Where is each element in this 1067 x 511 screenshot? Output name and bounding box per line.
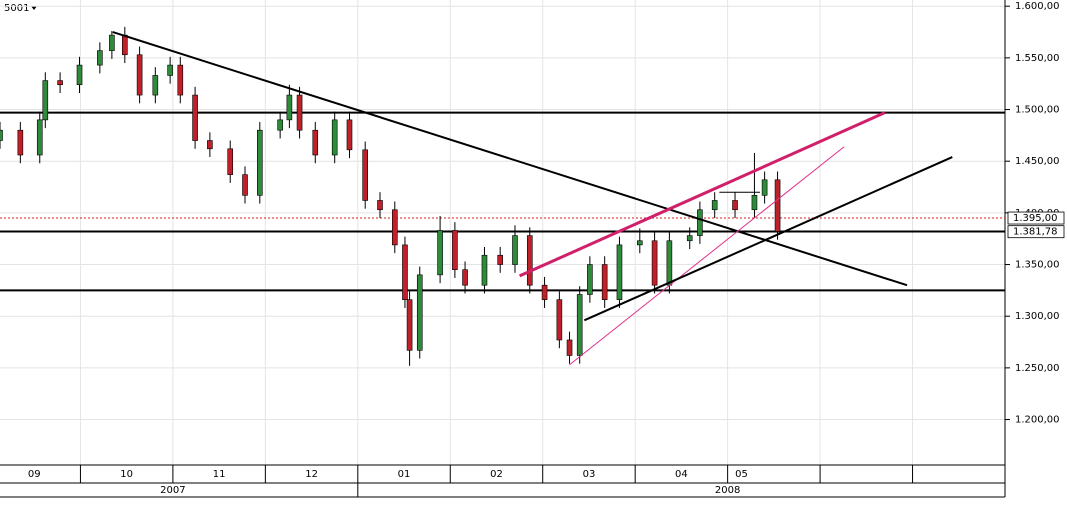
candle-body — [296, 94, 303, 131]
trendline — [112, 31, 908, 287]
candle-body — [526, 235, 533, 286]
candle-body — [711, 200, 718, 211]
candle-body — [761, 179, 768, 196]
candle-body — [242, 174, 248, 196]
candle-body — [152, 75, 159, 96]
candle-body — [346, 119, 353, 151]
x-tick-label: 12 — [305, 469, 318, 480]
year-label: 2007 — [160, 485, 185, 496]
candle-body — [636, 240, 643, 246]
price-label-box — [1007, 225, 1065, 239]
candle-body — [227, 148, 234, 175]
year-label: 2008 — [715, 485, 740, 496]
x-tick-label: 02 — [490, 469, 503, 480]
candle-body — [566, 339, 573, 356]
price-label: 1.381,78 — [1013, 227, 1058, 238]
candle-body — [402, 244, 408, 300]
candle-body — [732, 200, 738, 211]
candle-body — [362, 149, 369, 201]
candle-body — [686, 235, 693, 242]
candle-body — [36, 119, 43, 156]
x-tick-label: 04 — [675, 469, 688, 480]
candle-body — [601, 264, 608, 300]
price-label: 1.395,00 — [1013, 213, 1058, 224]
candle-body — [497, 254, 503, 265]
candle-body — [587, 264, 593, 295]
chart-title[interactable]: 5001 — [4, 3, 29, 14]
candle-body — [122, 34, 128, 56]
x-tick-label: 03 — [583, 469, 596, 480]
candle-body — [0, 129, 3, 141]
candle-body — [277, 119, 283, 131]
trendline — [569, 146, 845, 366]
candle-body — [109, 34, 115, 51]
y-tick-label: 1.350,00 — [1015, 260, 1060, 271]
candle-body — [416, 274, 423, 351]
candle-body — [136, 54, 143, 96]
candle-body — [97, 50, 103, 66]
y-tick-label: 1.450,00 — [1015, 156, 1060, 167]
candle-body — [17, 129, 24, 156]
x-tick-label: 09 — [28, 469, 41, 480]
candle-body — [452, 230, 458, 271]
candle-body — [556, 299, 563, 341]
candle-body — [286, 94, 293, 121]
dropdown-arrow[interactable] — [31, 6, 37, 10]
y-tick-label: 1.550,00 — [1015, 53, 1060, 64]
candle-body — [391, 209, 398, 246]
candle-body — [512, 235, 518, 265]
candle-body — [57, 80, 63, 86]
y-tick-label: 1.500,00 — [1015, 105, 1060, 116]
candle-body — [651, 240, 658, 286]
candle-body — [481, 254, 488, 286]
x-tick-label: 10 — [120, 469, 133, 480]
candle-body — [406, 299, 413, 351]
candle-body — [462, 269, 468, 286]
candle-body — [437, 230, 443, 276]
y-tick-label: 1.300,00 — [1015, 311, 1060, 322]
y-tick-label: 1.250,00 — [1015, 363, 1060, 374]
x-tick-label: 05 — [735, 469, 748, 480]
candle-body — [192, 94, 198, 141]
trendline — [583, 156, 953, 322]
candle-body — [616, 244, 623, 300]
candle-body — [76, 64, 83, 86]
candle-body — [774, 179, 781, 232]
trendline — [518, 111, 886, 278]
candle-body — [257, 129, 263, 196]
candle-body — [576, 294, 583, 356]
candle-body — [42, 80, 49, 121]
candle-body — [167, 64, 173, 76]
candle-body — [541, 284, 548, 300]
candle-body — [666, 240, 673, 286]
candle-body — [331, 119, 338, 156]
x-tick-label: 11 — [213, 469, 226, 480]
candle-body — [751, 195, 758, 211]
x-tick-label: 01 — [398, 469, 411, 480]
candle-body — [177, 64, 184, 96]
candle-body — [207, 140, 213, 150]
price-label-box — [1007, 211, 1065, 225]
y-tick-label: 1.600,00 — [1015, 1, 1060, 12]
candle-body — [697, 209, 703, 236]
candle-body — [377, 200, 383, 211]
y-tick-label: 1.200,00 — [1015, 415, 1060, 426]
candle-body — [312, 129, 319, 156]
